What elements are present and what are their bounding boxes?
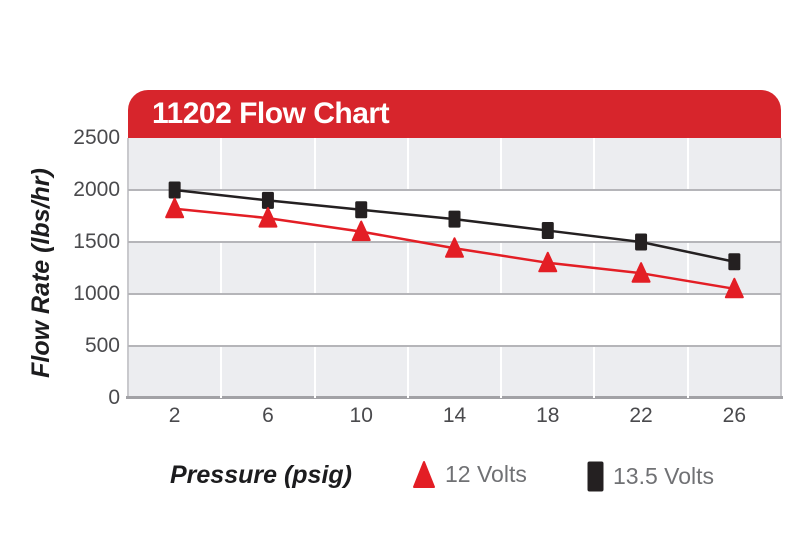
x-tick-label: 2 (168, 404, 181, 427)
data-point-13-5-volts (635, 233, 648, 251)
y-tick-label: 0 (108, 386, 120, 409)
x-tick-label: 14 (442, 404, 467, 427)
legend-label-13-5-volts: 13.5 Volts (613, 463, 715, 489)
plot-left-border (127, 138, 129, 398)
legend-item-13-5-volts: 13.5 Volts (587, 461, 714, 492)
legend-item-12-volts: 12 Volts (412, 459, 527, 490)
y-tick-label: 2500 (73, 126, 120, 149)
data-point-13-5-volts (261, 191, 274, 209)
chart-title-banner: 11202 Flow Chart (128, 90, 781, 138)
plot-right-border (780, 138, 782, 398)
h-gridline (128, 345, 781, 347)
chart-title: 11202 Flow Chart (152, 97, 390, 130)
v-gridline (686, 138, 689, 398)
x-tick-label: 26 (722, 404, 747, 427)
data-point-13-5-volts (168, 181, 181, 199)
h-gridline (128, 189, 781, 191)
v-gridline (406, 138, 409, 398)
v-gridline (220, 138, 223, 398)
y-tick-label: 2000 (73, 178, 120, 201)
x-axis-line (126, 396, 783, 399)
data-point-12-volts (258, 207, 278, 228)
legend-label-12-volts: 12 Volts (445, 461, 527, 487)
data-point-13-5-volts (448, 210, 461, 228)
data-point-12-volts (538, 251, 558, 273)
red-triangle-icon (413, 461, 435, 488)
data-point-12-volts (165, 197, 185, 219)
v-gridline (313, 138, 316, 398)
x-tick-label: 18 (536, 404, 560, 427)
y-tick-label: 1500 (73, 230, 120, 253)
y-tick-label: 1000 (73, 282, 120, 305)
x-axis-title: Pressure (psig) (170, 461, 353, 489)
black-square-icon (587, 461, 604, 492)
data-point-12-volts (724, 277, 744, 299)
x-tick-label: 6 (262, 404, 274, 427)
data-point-13-5-volts (541, 222, 554, 240)
x-tick-label: 22 (629, 404, 653, 427)
y-tick-label: 500 (84, 334, 120, 357)
data-point-13-5-volts (728, 253, 741, 271)
series-layer (165, 181, 744, 299)
x-tick-label: 10 (349, 404, 373, 427)
plot-area (126, 138, 783, 399)
data-point-13-5-volts (355, 201, 368, 219)
data-point-12-volts (631, 262, 651, 283)
h-gridline (128, 293, 781, 295)
data-point-12-volts (351, 220, 371, 242)
v-gridline (500, 138, 503, 398)
data-point-12-volts (445, 237, 464, 258)
